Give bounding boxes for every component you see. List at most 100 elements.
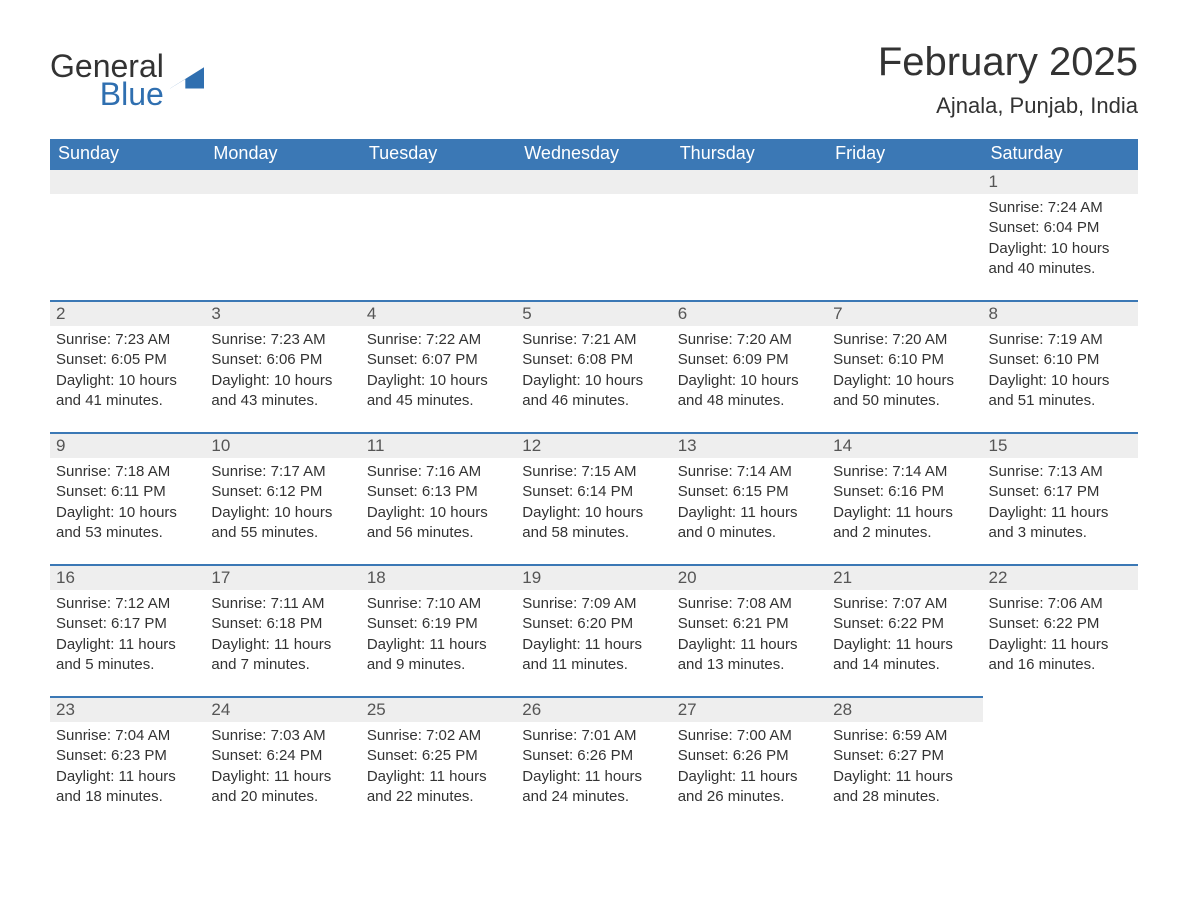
calendar-cell [672, 168, 827, 300]
day-number: 15 [983, 432, 1138, 458]
sunset-line: Sunset: 6:14 PM [522, 482, 665, 502]
day-number: 5 [516, 300, 671, 326]
calendar-cell: 21Sunrise: 7:07 AMSunset: 6:22 PMDayligh… [827, 564, 982, 696]
daylight-line: Daylight: 11 hours and 7 minutes. [211, 635, 354, 676]
sunset-line: Sunset: 6:21 PM [678, 614, 821, 634]
day-number: 13 [672, 432, 827, 458]
day-number: 28 [827, 696, 982, 722]
daylight-line: Daylight: 10 hours and 48 minutes. [678, 371, 821, 412]
day-details: Sunrise: 7:21 AMSunset: 6:08 PMDaylight:… [516, 326, 671, 419]
daylight-line: Daylight: 11 hours and 2 minutes. [833, 503, 976, 544]
daylight-line: Daylight: 10 hours and 45 minutes. [367, 371, 510, 412]
day-number: 8 [983, 300, 1138, 326]
sunset-line: Sunset: 6:09 PM [678, 350, 821, 370]
daylight-line: Daylight: 11 hours and 0 minutes. [678, 503, 821, 544]
calendar-cell: 12Sunrise: 7:15 AMSunset: 6:14 PMDayligh… [516, 432, 671, 564]
daylight-line: Daylight: 11 hours and 22 minutes. [367, 767, 510, 808]
day-number: 1 [983, 168, 1138, 194]
calendar-cell: 5Sunrise: 7:21 AMSunset: 6:08 PMDaylight… [516, 300, 671, 432]
weekday-header: Wednesday [516, 139, 671, 168]
calendar-cell: 25Sunrise: 7:02 AMSunset: 6:25 PMDayligh… [361, 696, 516, 828]
calendar-cell: 3Sunrise: 7:23 AMSunset: 6:06 PMDaylight… [205, 300, 360, 432]
day-details [50, 194, 205, 206]
sunrise-line: Sunrise: 7:16 AM [367, 462, 510, 482]
day-details: Sunrise: 7:06 AMSunset: 6:22 PMDaylight:… [983, 590, 1138, 683]
sunset-line: Sunset: 6:26 PM [522, 746, 665, 766]
daylight-line: Daylight: 11 hours and 24 minutes. [522, 767, 665, 808]
sunrise-line: Sunrise: 7:17 AM [211, 462, 354, 482]
sunrise-line: Sunrise: 7:14 AM [678, 462, 821, 482]
day-number: 2 [50, 300, 205, 326]
calendar-cell: 22Sunrise: 7:06 AMSunset: 6:22 PMDayligh… [983, 564, 1138, 696]
day-number: 23 [50, 696, 205, 722]
calendar-cell: 14Sunrise: 7:14 AMSunset: 6:16 PMDayligh… [827, 432, 982, 564]
daylight-line: Daylight: 11 hours and 9 minutes. [367, 635, 510, 676]
day-details [516, 194, 671, 206]
day-details: Sunrise: 7:23 AMSunset: 6:06 PMDaylight:… [205, 326, 360, 419]
calendar-cell: 28Sunrise: 6:59 AMSunset: 6:27 PMDayligh… [827, 696, 982, 828]
day-number: 6 [672, 300, 827, 326]
sunset-line: Sunset: 6:10 PM [989, 350, 1132, 370]
sunrise-line: Sunrise: 7:21 AM [522, 330, 665, 350]
daylight-line: Daylight: 10 hours and 56 minutes. [367, 503, 510, 544]
calendar-cell: 9Sunrise: 7:18 AMSunset: 6:11 PMDaylight… [50, 432, 205, 564]
day-number: 11 [361, 432, 516, 458]
sunset-line: Sunset: 6:10 PM [833, 350, 976, 370]
day-details: Sunrise: 7:20 AMSunset: 6:10 PMDaylight:… [827, 326, 982, 419]
triangle-icon [170, 67, 204, 93]
daylight-line: Daylight: 11 hours and 5 minutes. [56, 635, 199, 676]
calendar-table: SundayMondayTuesdayWednesdayThursdayFrid… [50, 139, 1138, 828]
sunrise-line: Sunrise: 7:20 AM [833, 330, 976, 350]
calendar-cell: 23Sunrise: 7:04 AMSunset: 6:23 PMDayligh… [50, 696, 205, 828]
day-number [516, 168, 671, 194]
day-number: 21 [827, 564, 982, 590]
sunrise-line: Sunrise: 7:23 AM [56, 330, 199, 350]
day-details [672, 194, 827, 206]
day-details: Sunrise: 7:18 AMSunset: 6:11 PMDaylight:… [50, 458, 205, 551]
day-number [50, 168, 205, 194]
calendar-row: 16Sunrise: 7:12 AMSunset: 6:17 PMDayligh… [50, 564, 1138, 696]
daylight-line: Daylight: 10 hours and 58 minutes. [522, 503, 665, 544]
sunset-line: Sunset: 6:18 PM [211, 614, 354, 634]
sunrise-line: Sunrise: 7:19 AM [989, 330, 1132, 350]
day-details: Sunrise: 7:22 AMSunset: 6:07 PMDaylight:… [361, 326, 516, 419]
day-number: 22 [983, 564, 1138, 590]
calendar-cell [361, 168, 516, 300]
day-details: Sunrise: 7:14 AMSunset: 6:16 PMDaylight:… [827, 458, 982, 551]
day-number: 24 [205, 696, 360, 722]
day-details: Sunrise: 7:03 AMSunset: 6:24 PMDaylight:… [205, 722, 360, 815]
sunrise-line: Sunrise: 7:00 AM [678, 726, 821, 746]
logo-text: General Blue [50, 50, 164, 110]
calendar-row: 2Sunrise: 7:23 AMSunset: 6:05 PMDaylight… [50, 300, 1138, 432]
day-number: 26 [516, 696, 671, 722]
location-text: Ajnala, Punjab, India [878, 93, 1138, 119]
sunrise-line: Sunrise: 7:09 AM [522, 594, 665, 614]
weekday-header: Sunday [50, 139, 205, 168]
sunrise-line: Sunrise: 7:11 AM [211, 594, 354, 614]
sunrise-line: Sunrise: 7:14 AM [833, 462, 976, 482]
weekday-header: Thursday [672, 139, 827, 168]
calendar-cell: 26Sunrise: 7:01 AMSunset: 6:26 PMDayligh… [516, 696, 671, 828]
weekday-header: Friday [827, 139, 982, 168]
day-number: 19 [516, 564, 671, 590]
sunset-line: Sunset: 6:22 PM [989, 614, 1132, 634]
day-number [983, 696, 1138, 720]
day-details: Sunrise: 7:10 AMSunset: 6:19 PMDaylight:… [361, 590, 516, 683]
day-number: 16 [50, 564, 205, 590]
sunset-line: Sunset: 6:24 PM [211, 746, 354, 766]
day-details: Sunrise: 7:07 AMSunset: 6:22 PMDaylight:… [827, 590, 982, 683]
day-number: 20 [672, 564, 827, 590]
page-title: February 2025 [878, 40, 1138, 85]
calendar-cell [827, 168, 982, 300]
daylight-line: Daylight: 11 hours and 3 minutes. [989, 503, 1132, 544]
day-number: 18 [361, 564, 516, 590]
day-details [983, 720, 1138, 732]
calendar-cell: 17 Sunrise: 7:11 AMSunset: 6:18 PMDayligh… [205, 564, 360, 696]
daylight-line: Daylight: 10 hours and 53 minutes. [56, 503, 199, 544]
sunrise-line: Sunrise: 7:24 AM [989, 198, 1132, 218]
day-number: 4 [361, 300, 516, 326]
day-details: Sunrise: 7:15 AMSunset: 6:14 PMDaylight:… [516, 458, 671, 551]
weekday-header: Monday [205, 139, 360, 168]
sunset-line: Sunset: 6:07 PM [367, 350, 510, 370]
day-number: 17 [205, 564, 360, 590]
